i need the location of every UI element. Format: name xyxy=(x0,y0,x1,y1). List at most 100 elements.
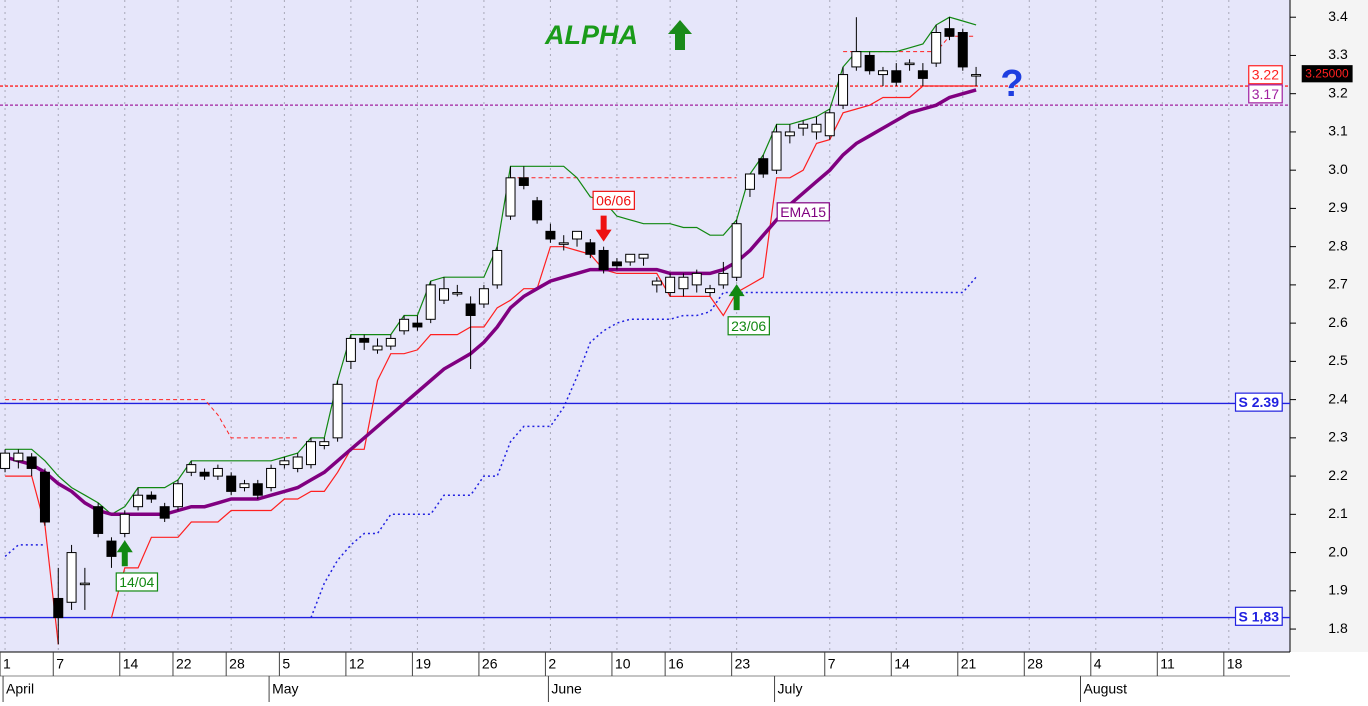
candle-body xyxy=(239,483,250,489)
candle-body xyxy=(0,452,11,469)
candle-body xyxy=(532,200,543,221)
support-label: S 2.39 xyxy=(1239,394,1280,410)
indicator-line xyxy=(5,475,59,645)
candle-body xyxy=(53,597,64,619)
x-axis-background xyxy=(0,652,1290,706)
series-label-group: EMA15 xyxy=(776,202,830,222)
x-tick-label: 21 xyxy=(961,656,977,672)
last-price-label-box xyxy=(1301,65,1353,83)
x-tick-label: 14 xyxy=(123,656,139,672)
x-tick-label: 2 xyxy=(548,656,556,672)
price-line-label-box xyxy=(1248,84,1283,104)
support-label-group: S 1,83 xyxy=(1234,606,1283,626)
candle-body xyxy=(39,471,50,523)
signal-arrow xyxy=(595,215,612,242)
y-tick-label: 2.9 xyxy=(1328,199,1348,215)
candle-body xyxy=(931,32,942,64)
y-tick-label: 1.8 xyxy=(1328,620,1348,636)
x-tick-label: 4 xyxy=(1094,656,1102,672)
candle-body xyxy=(372,345,383,351)
candle-body xyxy=(465,303,476,316)
price-line-label: 3.22 xyxy=(1252,67,1279,83)
signal-label-box xyxy=(592,190,635,210)
candle-body xyxy=(518,177,529,186)
y-tick-label: 3.0 xyxy=(1328,161,1348,177)
candle-body xyxy=(744,173,755,190)
x-tick-label: 1 xyxy=(3,656,11,672)
candle-body xyxy=(26,456,37,469)
chart-title: ALPHA xyxy=(544,20,638,50)
indicator-line xyxy=(310,276,977,618)
candle-body xyxy=(558,242,569,245)
candle-body xyxy=(478,288,489,305)
series-label: EMA15 xyxy=(780,204,826,220)
month-label: May xyxy=(272,681,298,697)
y-axis-background xyxy=(1290,0,1368,652)
last-price-label: 3.25000 xyxy=(1305,67,1349,81)
question-annotation: ? xyxy=(1000,63,1023,105)
candle-body xyxy=(66,552,77,603)
candle-body xyxy=(678,276,689,290)
candle-body xyxy=(611,261,622,267)
x-tick-label: 12 xyxy=(349,656,365,672)
signal-label-box xyxy=(727,316,770,336)
plot-background xyxy=(0,0,1290,652)
candle-body xyxy=(79,582,90,586)
price-line-label-group: 3.17 xyxy=(1248,84,1283,104)
x-tick-label: 28 xyxy=(1027,656,1043,672)
x-tick-label: 14 xyxy=(894,656,910,672)
candle-body xyxy=(824,112,835,137)
month-label: April xyxy=(6,681,34,697)
candle-body xyxy=(784,131,795,137)
candle-body xyxy=(971,74,982,77)
signal-arrow xyxy=(728,284,745,311)
candle-body xyxy=(492,249,503,286)
candle-body xyxy=(851,51,862,68)
candle-body xyxy=(864,54,875,72)
signal-arrow xyxy=(116,540,133,567)
x-tick-label: 22 xyxy=(176,656,192,672)
candle-body xyxy=(359,337,370,343)
candle-body xyxy=(758,158,769,175)
y-tick-label: 3.4 xyxy=(1328,8,1348,24)
candle-body xyxy=(279,460,290,466)
signal-label: 06/06 xyxy=(596,192,631,208)
y-tick-label: 2.7 xyxy=(1328,276,1348,292)
candle-body xyxy=(332,383,343,439)
support-label-box xyxy=(1234,392,1283,412)
month-label: July xyxy=(778,681,803,697)
candle-body xyxy=(385,337,396,347)
signal-label-group: 23/06 xyxy=(727,316,770,336)
y-tick-label: 2.8 xyxy=(1328,237,1348,253)
y-tick-label: 3.2 xyxy=(1328,84,1348,100)
candle-body xyxy=(199,471,210,477)
candle-body xyxy=(93,506,104,534)
price-line-label-box xyxy=(1248,65,1283,85)
candle-body xyxy=(625,253,636,263)
candle-body xyxy=(172,483,183,508)
candle-body xyxy=(412,322,423,328)
month-label: August xyxy=(1083,681,1127,697)
y-tick-label: 2.6 xyxy=(1328,314,1348,330)
candle-body xyxy=(505,177,516,217)
candle-body xyxy=(705,288,716,294)
candle-body xyxy=(545,230,556,240)
x-tick-label: 5 xyxy=(282,656,290,672)
candle-body xyxy=(133,494,144,508)
candle-body xyxy=(425,284,436,320)
month-label: June xyxy=(551,681,582,697)
candle-body xyxy=(252,483,263,496)
candle-body xyxy=(399,318,410,332)
candle-body xyxy=(798,123,809,129)
series-label-box xyxy=(776,202,830,222)
candle-body xyxy=(345,337,356,362)
candle-body xyxy=(13,452,24,462)
y-tick-label: 2.4 xyxy=(1328,390,1348,406)
candle-body xyxy=(159,506,170,519)
y-tick-label: 3.3 xyxy=(1328,46,1348,62)
candle-body xyxy=(119,513,130,534)
support-label-group: S 2.39 xyxy=(1234,392,1283,412)
candle-body xyxy=(186,464,197,473)
